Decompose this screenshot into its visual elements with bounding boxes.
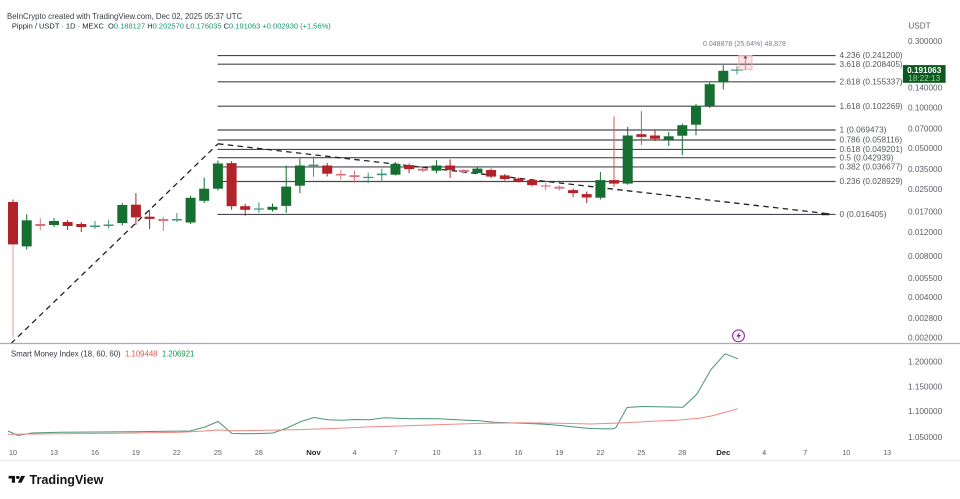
- svg-text:0.035000: 0.035000: [908, 165, 943, 174]
- svg-text:0.004000: 0.004000: [908, 293, 943, 302]
- svg-text:16: 16: [91, 448, 99, 457]
- svg-text:22: 22: [173, 448, 181, 457]
- svg-text:0.100000: 0.100000: [908, 103, 943, 112]
- svg-text:7: 7: [803, 448, 807, 457]
- svg-text:4: 4: [762, 448, 766, 457]
- svg-text:1.150000: 1.150000: [908, 382, 943, 391]
- svg-text:Smart Money Index (18, 60, 60): Smart Money Index (18, 60, 60) 1.109448 …: [11, 349, 194, 358]
- svg-text:0.786 (0.058116): 0.786 (0.058116): [840, 135, 903, 145]
- svg-text:28: 28: [255, 448, 263, 457]
- svg-text:0.236 (0.028929): 0.236 (0.028929): [840, 176, 903, 186]
- svg-text:28: 28: [678, 448, 686, 457]
- svg-text:25: 25: [214, 448, 222, 457]
- svg-text:0.191063: 0.191063: [907, 66, 942, 75]
- svg-text:10: 10: [9, 448, 17, 457]
- svg-text:0.005500: 0.005500: [908, 274, 943, 283]
- svg-text:19: 19: [555, 448, 563, 457]
- svg-text:0.008000: 0.008000: [908, 252, 943, 261]
- svg-text:0 (0.016405): 0 (0.016405): [840, 209, 887, 219]
- svg-text:22: 22: [596, 448, 604, 457]
- svg-text:0.048878 (25.64%) 48,878: 0.048878 (25.64%) 48,878: [703, 41, 786, 48]
- svg-text:18:22:13: 18:22:13: [908, 74, 940, 83]
- svg-text:0.002000: 0.002000: [908, 334, 943, 343]
- svg-text:0.025000: 0.025000: [908, 185, 943, 194]
- svg-text:16: 16: [514, 448, 522, 457]
- svg-text:0.017000: 0.017000: [908, 208, 943, 217]
- svg-text:0.140000: 0.140000: [908, 83, 943, 92]
- svg-text:25: 25: [637, 448, 645, 457]
- svg-text:Dec: Dec: [716, 448, 731, 457]
- svg-text:1.050000: 1.050000: [908, 433, 943, 442]
- svg-text:0.012000: 0.012000: [908, 228, 943, 237]
- svg-text:BeInCrypto created with Tradin: BeInCrypto created with TradingView.com,…: [7, 12, 243, 21]
- svg-text:13: 13: [50, 448, 58, 457]
- svg-text:3.618 (0.208405): 3.618 (0.208405): [840, 59, 903, 69]
- svg-text:0.300000: 0.300000: [908, 37, 943, 46]
- svg-text:10: 10: [433, 448, 441, 457]
- svg-text:4: 4: [353, 448, 357, 457]
- svg-text:USDT: USDT: [908, 21, 930, 30]
- svg-text:0.002800: 0.002800: [908, 314, 943, 323]
- svg-text:Nov: Nov: [306, 448, 321, 457]
- svg-text:Pippin / USDT · 1D · MEXC O0.: Pippin / USDT · 1D · MEXC O0.188127 H0.2…: [12, 21, 331, 30]
- svg-text:7: 7: [394, 448, 398, 457]
- svg-text:1 (0.069473): 1 (0.069473): [840, 125, 887, 135]
- svg-text:4.236 (0.241200): 4.236 (0.241200): [840, 50, 903, 60]
- svg-text:2.618 (0.155337): 2.618 (0.155337): [840, 76, 903, 86]
- svg-text:0.070000: 0.070000: [908, 124, 943, 133]
- svg-text:1.618 (0.102269): 1.618 (0.102269): [840, 101, 903, 111]
- svg-text:13: 13: [883, 448, 891, 457]
- svg-text:0.5 (0.042939): 0.5 (0.042939): [840, 152, 894, 162]
- svg-text:1.100000: 1.100000: [908, 407, 943, 416]
- svg-text:TradingView: TradingView: [30, 473, 104, 487]
- svg-text:0.050000: 0.050000: [908, 144, 943, 153]
- svg-text:0.382 (0.036677): 0.382 (0.036677): [840, 162, 903, 172]
- svg-text:19: 19: [132, 448, 140, 457]
- svg-text:0.618 (0.049201): 0.618 (0.049201): [840, 144, 903, 154]
- svg-text:10: 10: [842, 448, 850, 457]
- svg-text:13: 13: [473, 448, 481, 457]
- svg-text:1.200000: 1.200000: [908, 358, 943, 367]
